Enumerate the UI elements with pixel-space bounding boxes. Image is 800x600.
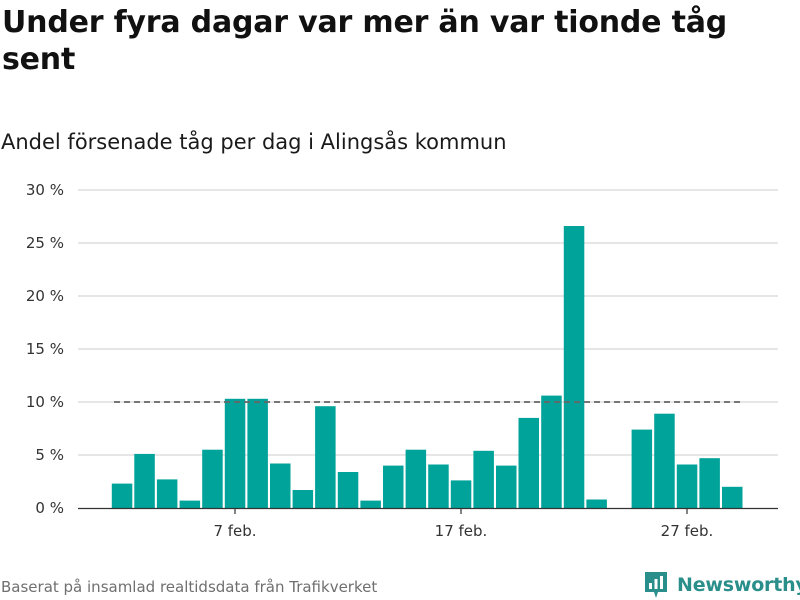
newsworthy-logo: Newsworthy — [643, 570, 800, 600]
y-tick-label: 25 % — [26, 234, 64, 252]
bar — [134, 453, 155, 508]
bar — [111, 483, 133, 508]
newsworthy-logo-icon — [645, 572, 667, 598]
x-tick-label: 27 feb. — [661, 522, 714, 540]
bar — [722, 486, 743, 508]
bar — [247, 398, 268, 508]
y-tick-label: 15 % — [26, 340, 64, 358]
bar — [337, 472, 359, 508]
y-tick-label: 10 % — [26, 393, 64, 411]
newsworthy-logo-text: Newsworthy — [677, 574, 800, 596]
source-note: Baserat på insamlad realtidsdata från Tr… — [1, 578, 378, 596]
bar — [179, 500, 201, 508]
bar — [292, 490, 314, 508]
bars — [111, 226, 743, 508]
chart-subtitle: Andel försenade tåg per dag i Alingsås k… — [1, 130, 507, 154]
x-axis: 7 feb. 17 feb. 27 feb. — [78, 507, 778, 540]
bar — [518, 417, 539, 508]
bar — [496, 465, 517, 508]
bar — [473, 450, 494, 508]
bar — [676, 464, 698, 508]
bar — [586, 499, 607, 508]
y-tick-label: 20 % — [26, 287, 64, 305]
bar — [202, 449, 223, 508]
y-tick-label: 5 % — [35, 446, 64, 464]
bar — [405, 449, 427, 508]
bar — [315, 406, 336, 508]
bar — [270, 463, 291, 508]
y-tick-label: 30 % — [26, 181, 64, 199]
chart-title: Under fyra dagar var mer än var tionde t… — [2, 5, 728, 77]
bar — [541, 395, 562, 508]
bar — [156, 479, 178, 508]
bar-chart: 0 % 5 % 10 % 15 % 20 % 25 % 30 % 7 feb. 17 feb.… — [26, 181, 778, 540]
x-tick-label: 17 feb. — [435, 522, 488, 540]
bar — [383, 465, 404, 508]
bar — [450, 480, 472, 508]
bar — [563, 226, 585, 508]
bar — [224, 398, 246, 508]
bar — [360, 500, 381, 508]
bar — [631, 429, 653, 508]
x-tick-label: 7 feb. — [213, 522, 256, 540]
bar — [428, 464, 449, 508]
y-tick-label: 0 % — [35, 499, 64, 517]
bar — [699, 458, 720, 508]
bar — [654, 413, 675, 508]
